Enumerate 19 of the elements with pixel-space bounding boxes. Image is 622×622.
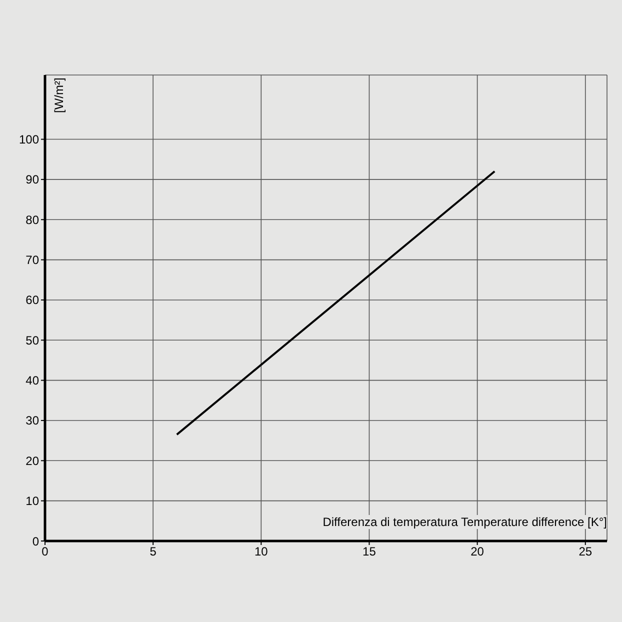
x-tick-label: 10	[254, 544, 268, 559]
y-tick-label: 60	[26, 293, 40, 308]
y-tick-label: 20	[26, 454, 40, 468]
y-tick-label: 90	[26, 172, 40, 187]
y-tick-label: 80	[26, 212, 40, 227]
x-tick-label: 15	[362, 544, 376, 559]
y-tick-label: 30	[26, 414, 40, 428]
y-tick-label: 0	[32, 534, 40, 548]
y-tick-label: 50	[26, 333, 40, 348]
y-tick-label: 40	[26, 374, 40, 388]
y-tick-label: 100	[18, 132, 40, 147]
x-tick-label: 0	[42, 544, 49, 559]
y-tick-label: 10	[26, 494, 40, 508]
x-axis-title: Differenza di temperatura Temperature difference [K°]	[318, 515, 607, 529]
y-tick-label: 70	[26, 253, 40, 268]
x-tick-label: 20	[470, 544, 484, 559]
x-tick-label: 5	[150, 544, 157, 559]
y-axis-title: [W/m²]	[52, 78, 66, 113]
x-tick-label: 25	[578, 544, 592, 559]
